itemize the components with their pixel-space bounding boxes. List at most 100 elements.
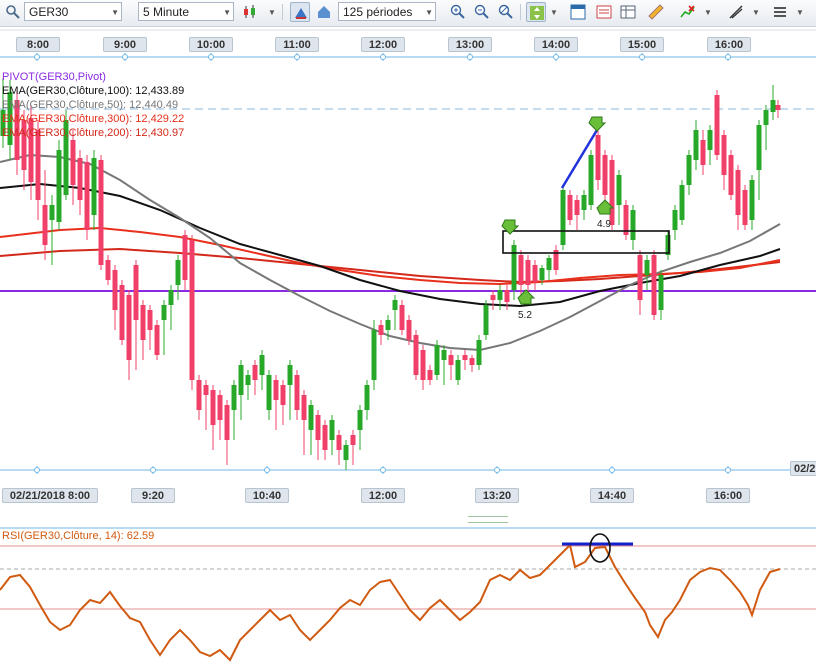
candle-body [518,255,524,285]
candle-body [322,425,328,450]
search-symbol-button[interactable] [3,2,23,22]
candle-body [343,445,349,460]
symbol-select[interactable]: GER30 ▼ [24,2,122,21]
axis-tick-dot [725,54,731,60]
candle-body [364,385,370,410]
candle-body [0,110,6,136]
candle-body [126,295,132,360]
candle-body [735,170,741,215]
candle-body [630,210,636,240]
candle-body [658,275,664,310]
indicators-button[interactable] [568,2,588,22]
candle-body [427,370,433,380]
legend-ema-50: EMA(GER30,Clôture,50): 12,440.49 [2,99,179,111]
candle-body [497,290,503,300]
candle-body [700,140,706,165]
periods-select[interactable]: 125 périodes ▼ [338,2,436,21]
zoom-out-button[interactable] [472,2,492,22]
candle-body [77,158,83,200]
zoom-in-icon [450,4,465,19]
candle-body [434,345,440,375]
axis-tick-dot [553,54,559,60]
candle-body [98,160,104,265]
consolidation-box [502,230,670,254]
axis-tick-dot [380,467,386,473]
candle-body [21,120,27,170]
crosshair-button[interactable] [290,2,310,22]
drawing-tools-button[interactable] [726,2,746,22]
chevron-down-icon[interactable]: ▼ [796,8,804,17]
search-icon [6,5,20,19]
axis-tick-dot [639,54,645,60]
signal-arrow-down-icon [501,219,520,235]
candle-body [441,350,447,360]
candle-body [469,358,475,365]
chart-toolbar: GER30 ▼ 5 Minute ▼ ▼ 125 périodes ▼ ▼ [0,0,816,27]
candle-body [588,155,594,205]
legend-ema-300: EMA(GER30,Clôture,300): 12,429.22 [2,113,185,125]
top-axis-tick-label: 12:00 [361,37,405,52]
zoom-in-button[interactable] [448,2,468,22]
axis-tick-dot [467,54,473,60]
auto-fit-button[interactable] [526,2,546,22]
candle-body [651,255,657,315]
candle-body [553,250,559,270]
home-button[interactable] [314,2,334,22]
candle-body [539,268,545,280]
candle-body [406,320,412,340]
alert-button[interactable] [678,2,698,22]
candlestick-type-button[interactable] [240,2,260,22]
legend-ema-200: EMA(GER30,Clôture,200): 12,430.97 [2,127,185,139]
top-axis-tick-label: 8:00 [16,37,60,52]
candle-body [399,305,405,330]
candle-body [448,355,454,365]
timeframe-select[interactable]: 5 Minute ▼ [138,2,234,21]
axis-tick-dot [609,467,615,473]
ruler-button[interactable] [646,2,666,22]
indicators-icon [570,4,586,20]
periods-value: 125 périodes [343,5,413,19]
table-button[interactable] [618,2,638,22]
top-axis-tick-label: 10:00 [189,37,233,52]
candle-body [770,100,776,112]
chevron-down-icon[interactable]: ▼ [752,8,760,17]
axis-tick-dot [208,54,214,60]
zoom-out-icon [474,4,489,19]
trend-line [560,124,602,189]
candle-body [763,110,769,125]
chevron-down-icon[interactable]: ▼ [268,8,276,17]
candle-body [462,355,468,360]
home-icon [318,6,330,18]
candle-body [567,195,573,220]
candle-body [42,205,48,245]
candle-body [91,158,97,215]
candle-body [35,130,41,200]
calculator-button[interactable] [594,2,614,22]
candle-body [217,395,223,420]
candle-body [294,375,300,410]
bottom-axis-tick-label: 14:40 [590,488,634,503]
top-axis-tick-label: 9:00 [103,37,147,52]
crosshair-icon [295,8,307,19]
chevron-down-icon: ▼ [425,8,433,17]
candle-body [560,190,566,245]
zoom-reset-icon [498,4,513,19]
candle-body [546,258,552,270]
zoom-reset-button[interactable] [496,2,516,22]
candle-body [609,160,615,225]
candle-body [7,92,13,145]
chevron-down-icon[interactable]: ▼ [550,8,558,17]
candle-body [490,295,496,300]
annotation-label: 5.2 [518,310,532,321]
ruler-icon [648,4,664,20]
pane-splitter-handle[interactable] [468,516,508,523]
chevron-down-icon[interactable]: ▼ [704,8,712,17]
candle-body [525,260,531,285]
candle-body [308,405,314,430]
bottom-axis-tick-label: 10:40 [245,488,289,503]
export-button[interactable] [770,2,790,22]
candle-body [63,120,69,195]
candle-body [224,405,230,440]
candle-body [133,265,139,320]
